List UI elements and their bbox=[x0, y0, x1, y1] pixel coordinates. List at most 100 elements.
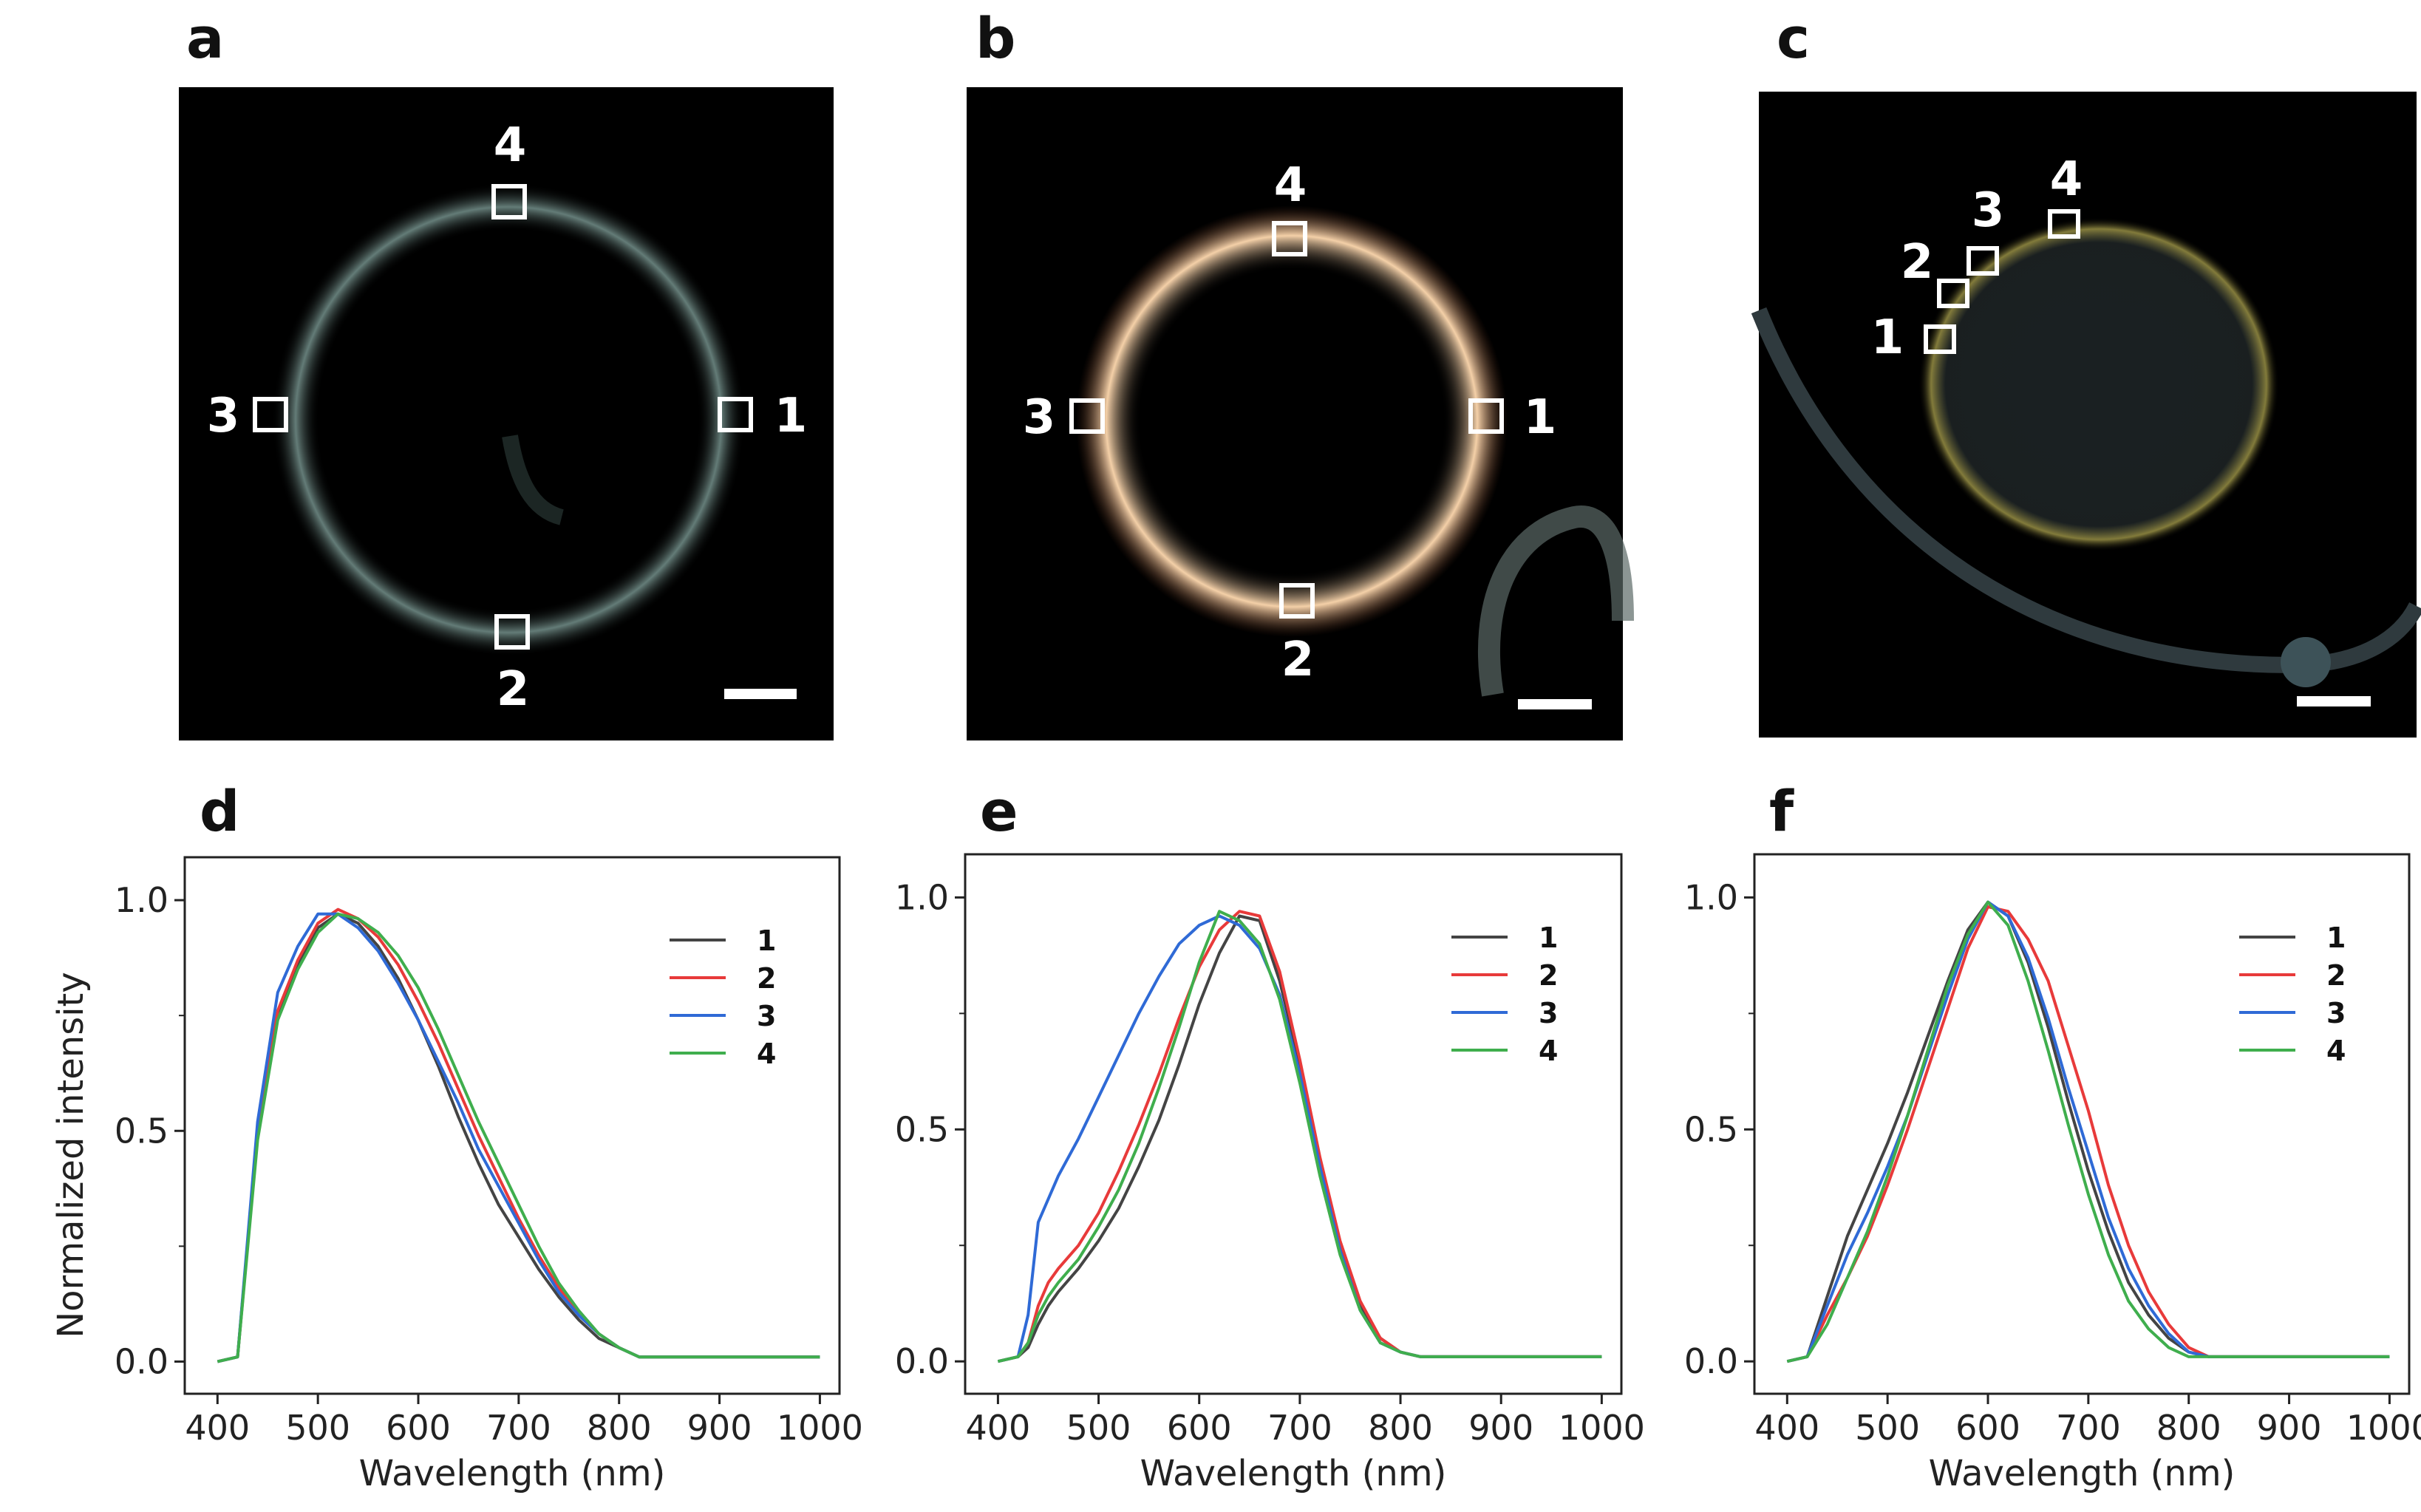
chart-e: 400 500 600 700 800 900 1000 0.0 0.5 1.0 Wavelengt… bbox=[895, 853, 1645, 1494]
x-tick-label: 400 bbox=[185, 1408, 250, 1448]
panel-label-e: e bbox=[980, 778, 1018, 844]
panel-label-f: f bbox=[1769, 778, 1794, 844]
panel-label-c: c bbox=[1777, 5, 1810, 71]
roi-label-a-3: 3 bbox=[207, 389, 240, 443]
artifact-a bbox=[502, 435, 565, 525]
series-line-2 bbox=[217, 907, 820, 1363]
roi-marker-c-1 bbox=[1924, 324, 1956, 354]
neighbor-cell-b bbox=[1477, 505, 1634, 697]
legend-label-1: 1 bbox=[757, 924, 776, 957]
roi-marker-c-3 bbox=[1967, 246, 1999, 276]
roi-label-b-1: 1 bbox=[1524, 390, 1557, 445]
series-line-4 bbox=[997, 910, 1602, 1363]
x-tick-label: 400 bbox=[1754, 1408, 1819, 1448]
legend-label-1: 1 bbox=[1539, 922, 1558, 954]
roi-label-a-4: 4 bbox=[494, 118, 527, 173]
x-tick-label: 1000 bbox=[1559, 1408, 1645, 1448]
roi-marker-b-1 bbox=[1468, 398, 1504, 434]
x-tick-label: 500 bbox=[285, 1408, 350, 1448]
legend-label-4: 4 bbox=[1539, 1035, 1558, 1067]
roi-label-b-3: 3 bbox=[1023, 390, 1056, 445]
x-tick-label: 700 bbox=[486, 1408, 551, 1448]
roi-label-a-2: 2 bbox=[497, 662, 530, 717]
x-tick-label: 500 bbox=[1066, 1408, 1131, 1448]
series-line-1 bbox=[1786, 900, 2390, 1363]
image-panel-a: a 4 1 3 2 bbox=[179, 5, 834, 740]
panel-label-a: a bbox=[186, 5, 224, 71]
x-tick-label: 900 bbox=[2257, 1408, 2322, 1448]
x-axis-label: Wavelength (nm) bbox=[1929, 1453, 2236, 1494]
series-line-1 bbox=[997, 914, 1602, 1363]
x-tick-label: 600 bbox=[1955, 1408, 2020, 1448]
legend-label-2: 2 bbox=[757, 962, 776, 995]
roi-label-b-2: 2 bbox=[1281, 633, 1315, 687]
roi-marker-a-1 bbox=[718, 397, 753, 432]
x-axis-label: Wavelength (nm) bbox=[359, 1453, 666, 1494]
y-tick-label: 1.0 bbox=[1684, 877, 1738, 917]
x-tick-label: 600 bbox=[386, 1408, 451, 1448]
ring-a bbox=[272, 183, 745, 656]
roi-label-c-1: 1 bbox=[1871, 310, 1904, 365]
particle-c bbox=[2281, 637, 2331, 687]
scale-bar-a bbox=[724, 689, 797, 699]
series-line-2 bbox=[997, 910, 1602, 1363]
x-tick-label: 900 bbox=[687, 1408, 752, 1448]
panel-label-d: d bbox=[200, 778, 239, 844]
roi-label-c-2: 2 bbox=[1901, 235, 1934, 290]
roi-label-b-4: 4 bbox=[1274, 158, 1307, 213]
series-line-2 bbox=[1786, 905, 2390, 1363]
x-tick-label: 600 bbox=[1167, 1408, 1232, 1448]
x-tick-label: 1000 bbox=[777, 1408, 863, 1448]
y-axis-label: Normalized intensity bbox=[50, 972, 92, 1338]
series-line-3 bbox=[1786, 900, 2390, 1363]
roi-marker-b-4 bbox=[1272, 221, 1307, 256]
scale-bar-b bbox=[1518, 699, 1592, 709]
roi-marker-a-4 bbox=[491, 184, 527, 219]
roi-marker-a-2 bbox=[494, 614, 530, 650]
x-tick-label: 500 bbox=[1855, 1408, 1920, 1448]
legend-label-3: 3 bbox=[2326, 997, 2346, 1029]
series-line-3 bbox=[217, 912, 820, 1363]
roi-marker-c-2 bbox=[1937, 279, 1969, 308]
y-tick-label: 0.5 bbox=[1684, 1109, 1738, 1149]
legend-label-1: 1 bbox=[2326, 922, 2346, 954]
roi-label-a-1: 1 bbox=[774, 389, 808, 443]
legend-label-2: 2 bbox=[2326, 959, 2346, 992]
chart-d: 400 500 600 700 800 900 1000 0.0 0.5 1.0 Wavelengt… bbox=[50, 856, 863, 1494]
x-tick-label: 800 bbox=[587, 1408, 652, 1448]
series-line-4 bbox=[1786, 900, 2390, 1363]
legend-label-2: 2 bbox=[1539, 959, 1558, 992]
roi-marker-b-3 bbox=[1069, 398, 1105, 434]
roi-label-c-4: 4 bbox=[2050, 152, 2083, 207]
roi-marker-a-3 bbox=[253, 397, 288, 432]
series-line-3 bbox=[997, 914, 1602, 1363]
image-panel-c: c 4 3 2 1 bbox=[1751, 5, 2421, 738]
legend-label-3: 3 bbox=[757, 1000, 776, 1032]
x-tick-label: 800 bbox=[2156, 1408, 2221, 1448]
scale-bar-c bbox=[2297, 696, 2371, 706]
x-tick-label: 400 bbox=[965, 1408, 1030, 1448]
legend-label-4: 4 bbox=[757, 1038, 776, 1070]
cell-outline-c bbox=[1751, 307, 2421, 674]
y-tick-label: 1.0 bbox=[895, 877, 949, 917]
x-tick-label: 700 bbox=[2056, 1408, 2121, 1448]
y-tick-label: 1.0 bbox=[115, 880, 168, 920]
x-tick-label: 1000 bbox=[2346, 1408, 2421, 1448]
series-line-4 bbox=[217, 912, 820, 1363]
chart-f: 400 500 600 700 800 900 1000 0.0 0.5 1.0 Wavelengt… bbox=[1684, 853, 2421, 1494]
y-tick-label: 0.5 bbox=[895, 1109, 949, 1149]
legend-label-3: 3 bbox=[1539, 997, 1558, 1029]
ring-b bbox=[1076, 205, 1508, 637]
image-panel-b: b 4 1 3 2 bbox=[967, 5, 1634, 740]
x-axis-label: Wavelength (nm) bbox=[1140, 1453, 1447, 1494]
plot-frame bbox=[964, 853, 1623, 1395]
legend-label-4: 4 bbox=[2326, 1035, 2346, 1067]
y-tick-label: 0.0 bbox=[1684, 1341, 1738, 1381]
x-tick-label: 800 bbox=[1368, 1408, 1433, 1448]
roi-marker-b-2 bbox=[1279, 583, 1315, 619]
series-line-1 bbox=[217, 912, 820, 1363]
y-tick-label: 0.0 bbox=[115, 1341, 168, 1381]
plot-frame bbox=[183, 856, 841, 1395]
y-tick-label: 0.5 bbox=[115, 1111, 168, 1151]
